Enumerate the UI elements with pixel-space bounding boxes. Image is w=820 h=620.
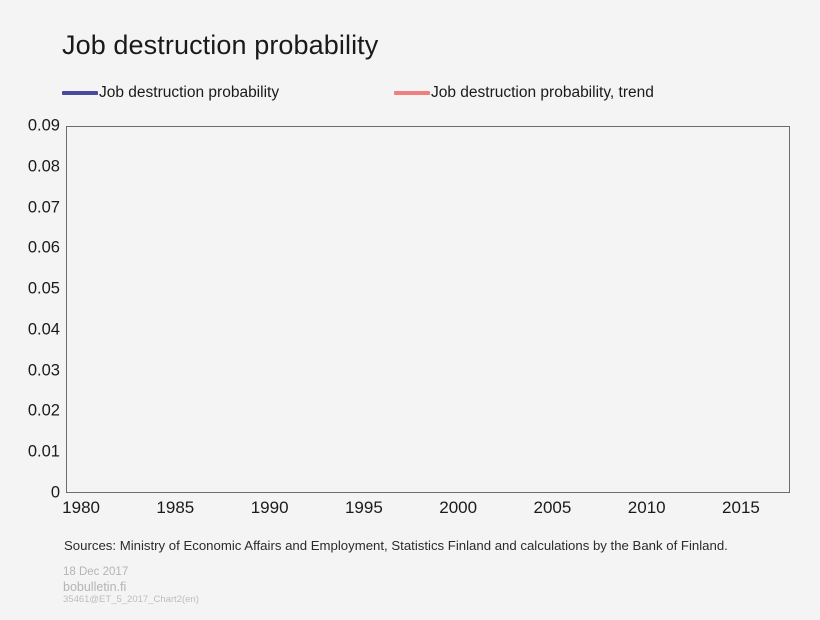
x-axis-labels: 1980 1985 1990 1995 2000 2005 2010 2015 bbox=[0, 498, 820, 526]
sources-note: Sources: Ministry of Economic Affairs an… bbox=[64, 538, 728, 553]
y-axis-tick-label: 0.06 bbox=[27, 238, 60, 257]
x-axis-tick-label: 2015 bbox=[722, 498, 760, 517]
x-axis-tick-label: 1980 bbox=[62, 498, 100, 517]
y-axis-tick-label: 0.02 bbox=[27, 401, 60, 420]
legend-label-trend: Job destruction probability, trend bbox=[431, 84, 654, 101]
y-axis-tick-label: 0.09 bbox=[27, 116, 60, 135]
y-axis-tick-label: 0.05 bbox=[27, 279, 60, 298]
meta-date: 18 Dec 2017 bbox=[63, 566, 129, 578]
page-title: Job destruction probability bbox=[62, 30, 379, 60]
y-axis-tick-label: 0.07 bbox=[27, 198, 60, 217]
legend-label-actual: Job destruction probability bbox=[99, 84, 280, 101]
x-axis-tick-label: 2005 bbox=[533, 498, 572, 517]
chart-metadata: 18 Dec 2017 bobulletin.fi 35461@ET_5_201… bbox=[63, 566, 199, 606]
x-axis-tick-label: 1990 bbox=[250, 498, 289, 517]
plot-frame bbox=[66, 126, 790, 493]
meta-site: bobulletin.fi bbox=[63, 579, 127, 594]
y-axis-tick-label: 0.08 bbox=[27, 157, 60, 176]
x-axis-tick-label: 1995 bbox=[344, 498, 383, 517]
y-axis-tick-label: 0.04 bbox=[27, 320, 60, 339]
y-axis-labels: 0 0.01 0.02 0.03 0.04 0.05 0.06 0.07 0.08 0.09 bbox=[0, 117, 60, 502]
x-axis-tick-label: 1985 bbox=[156, 498, 195, 517]
legend-item-trend: Job destruction probability, trend bbox=[394, 80, 654, 106]
meta-id: 35461@ET_5_2017_Chart2(en) bbox=[63, 594, 199, 606]
plot-area bbox=[66, 126, 790, 493]
x-axis-tick-label: 2010 bbox=[627, 498, 666, 517]
y-axis-tick-label: 0 bbox=[50, 483, 60, 502]
legend-swatch-trend bbox=[394, 91, 430, 95]
legend-item-actual: Job destruction probability bbox=[62, 80, 279, 106]
y-axis-tick-label: 0.03 bbox=[27, 361, 60, 380]
legend-swatch-actual bbox=[62, 91, 98, 95]
chart-legend: Job destruction probability Job destruct… bbox=[62, 80, 762, 106]
y-axis-tick-label: 0.01 bbox=[27, 442, 60, 461]
x-axis-tick-label: 2000 bbox=[439, 498, 478, 517]
